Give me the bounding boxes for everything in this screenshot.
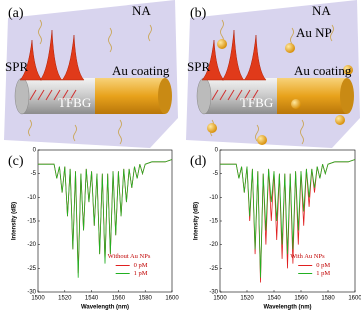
series-line (220, 159, 356, 278)
label: NA (312, 3, 331, 18)
label: SPR (187, 59, 210, 74)
y-tick-label: -30 (27, 290, 36, 296)
y-tick-label: -25 (27, 266, 36, 272)
y-tick-label: -30 (209, 290, 218, 296)
y-tick-label: 0 (33, 148, 37, 154)
legend-label: 1 pM (134, 270, 148, 277)
y-tick-label: 0 (215, 148, 219, 154)
series-line (220, 159, 356, 283)
x-tick-label: 1540 (267, 296, 281, 302)
label: TFBG (240, 95, 273, 110)
y-tick-label: -15 (209, 219, 218, 225)
label: Au coating (112, 63, 170, 78)
series-line (38, 159, 173, 278)
y-axis-label: Intensity (dB) (194, 202, 200, 240)
x-tick-label: 1520 (240, 296, 254, 302)
panel-label: (b) (190, 6, 207, 21)
x-tick-label: 1500 (213, 296, 227, 302)
annotation: With Au NPs (290, 253, 325, 260)
y-tick-label: -10 (27, 195, 36, 201)
x-tick-label: 1500 (31, 296, 45, 302)
label: SPR (5, 59, 28, 74)
x-tick-label: 1540 (85, 296, 99, 302)
x-axis-label: Wavelength (nm) (81, 305, 129, 311)
y-tick-label: -10 (209, 195, 218, 201)
x-tick-label: 1560 (112, 296, 126, 302)
panel-label: (c) (8, 154, 24, 169)
label: NA (132, 3, 151, 18)
label: Au NP (296, 25, 332, 40)
x-tick-label: 1580 (321, 296, 335, 302)
panel-label: (d) (190, 154, 207, 169)
legend-label: 0 pM (316, 262, 330, 269)
y-tick-label: -5 (213, 171, 219, 177)
x-tick-label: 1600 (165, 296, 179, 302)
legend-label: 1 pM (316, 270, 330, 277)
x-tick-label: 1560 (294, 296, 308, 302)
annotation: Without Au NPs (108, 253, 151, 260)
label: Au coating (294, 63, 352, 78)
y-tick-label: -20 (209, 242, 218, 248)
y-tick-label: -5 (31, 171, 37, 177)
y-tick-label: -20 (27, 242, 36, 248)
panel-label: (a) (8, 6, 24, 21)
x-tick-label: 1580 (139, 296, 153, 302)
x-tick-label: 1600 (348, 296, 361, 302)
nanoparticles (207, 39, 353, 145)
label: TFBG (58, 95, 91, 110)
y-axis-label: Intensity (dB) (12, 202, 18, 240)
legend-label: 0 pM (134, 262, 148, 269)
x-axis-label: Wavelength (nm) (263, 305, 311, 311)
y-tick-label: -15 (27, 219, 36, 225)
y-tick-label: -25 (209, 266, 218, 272)
x-tick-label: 1520 (58, 296, 72, 302)
